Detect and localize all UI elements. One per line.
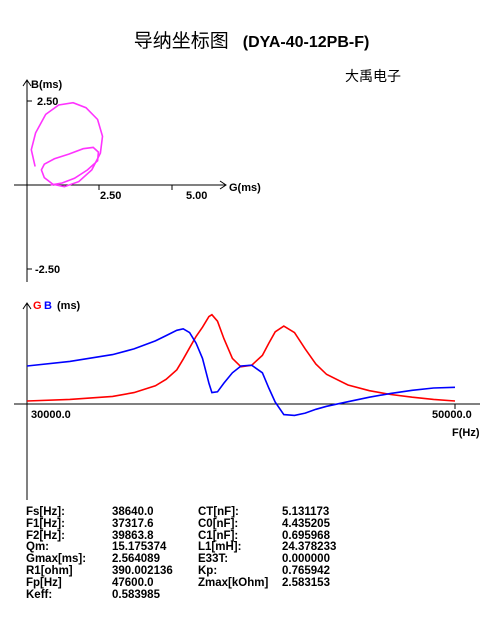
susceptance-curve <box>26 327 456 417</box>
param-key: Keff: <box>26 588 53 601</box>
legend-b: B <box>44 300 52 312</box>
brand-label: 大禹电子 <box>345 69 401 85</box>
circle-x-axis-label: G(ms) <box>229 182 261 194</box>
param-key: E33T: <box>198 553 229 566</box>
param-value: 2.564089 <box>112 553 160 566</box>
param-key: CT[nF]: <box>198 506 239 518</box>
legend-unit: (ms) <box>57 300 81 312</box>
sweep-series-group <box>26 313 456 417</box>
param-value: 0.000000 <box>282 553 330 566</box>
sweep-x-tick-label-start: 30000.0 <box>31 409 71 421</box>
param-key: Zmax[kOhm] <box>198 576 269 589</box>
legend-g: G <box>33 300 42 312</box>
param-value: 2.583153 <box>282 576 330 589</box>
param-key: R1[ohm] <box>26 564 73 577</box>
circle-y-tick-label-1: 2.50 <box>37 96 58 108</box>
sweep-y-arrow <box>22 302 32 310</box>
param-key: L1[mH]: <box>198 541 242 554</box>
circle-y-axis-label: B(ms) <box>31 79 63 91</box>
param-value: 0.765942 <box>282 564 330 577</box>
page-title: 导纳坐标图 (DYA-40-12PB-F) <box>0 26 503 53</box>
circle-x-tick-label-1: 2.50 <box>100 190 121 202</box>
conductance-curve <box>26 313 456 402</box>
param-key: Gmax[ms]: <box>26 553 87 566</box>
param-value: 24.378233 <box>282 541 337 554</box>
param-value: 37317.6 <box>112 517 154 530</box>
param-value: 390.002136 <box>112 564 173 577</box>
param-key: C0[nF]: <box>198 517 239 530</box>
circle-y-tick-label-2: -2.50 <box>35 264 60 276</box>
param-value: 4.435205 <box>282 517 330 530</box>
param-value: 38640.0 <box>112 506 154 518</box>
param-value: 0.695968 <box>282 529 330 542</box>
param-key: Fs[Hz]: <box>26 506 65 518</box>
param-key: F1[Hz]: <box>26 517 65 530</box>
param-value: 39863.8 <box>112 529 154 542</box>
admittance-circle-chart: B(ms) G(ms) 2.50 5.00 2.50 -2.50 <box>14 79 261 282</box>
param-key: Fp[Hz] <box>26 576 62 589</box>
circle-x-arrow <box>219 180 227 190</box>
circle-y-arrow <box>22 79 32 87</box>
param-value: 0.583985 <box>112 588 160 601</box>
frequency-sweep-chart: G B (ms) 30000.0 50000.0 F(Hz) <box>14 300 480 500</box>
sweep-x-tick-label-end: 50000.0 <box>432 409 472 421</box>
param-value: 5.131173 <box>282 506 330 518</box>
param-key: Kp: <box>198 564 218 577</box>
param-value: 15.175374 <box>112 541 167 554</box>
param-key: C1[nF]: <box>198 529 239 542</box>
title-text: 导纳坐标图 <box>133 30 229 52</box>
sweep-x-axis-label: F(Hz) <box>452 427 480 439</box>
model-number: (DYA-40-12PB-F) <box>242 34 370 51</box>
param-value: 47600.0 <box>112 576 154 589</box>
param-key: F2[Hz]: <box>26 529 65 542</box>
circle-x-tick-label-2: 5.00 <box>186 190 207 202</box>
admittance-circle-curve <box>30 101 104 188</box>
circle-series-group <box>30 101 104 188</box>
param-key: Qm: <box>26 541 49 554</box>
